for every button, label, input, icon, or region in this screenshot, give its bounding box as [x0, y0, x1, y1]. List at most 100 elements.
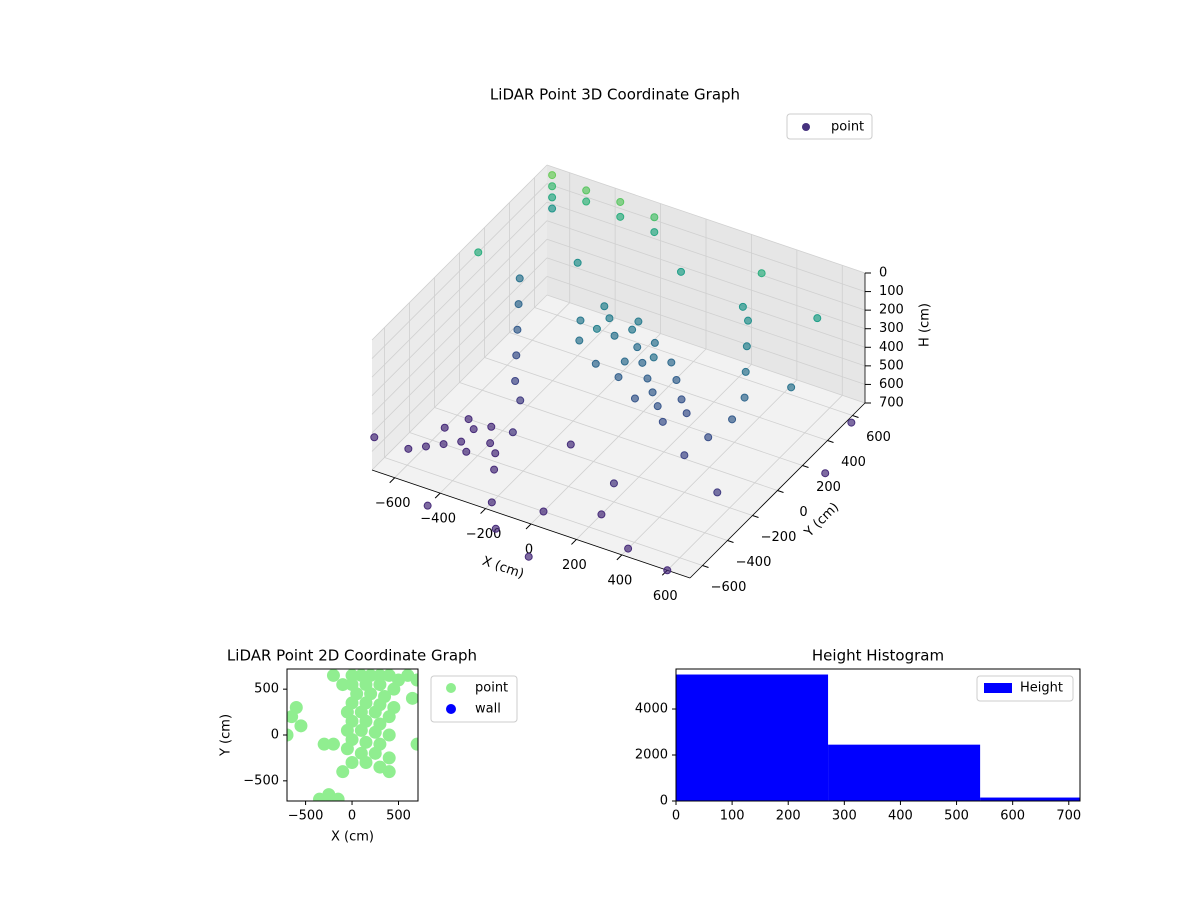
- point: [740, 393, 749, 402]
- point: [620, 357, 629, 366]
- grid-line: [534, 307, 853, 416]
- point: [741, 367, 750, 376]
- point: [638, 358, 647, 367]
- point: [677, 395, 686, 404]
- point: [508, 428, 517, 437]
- legend-patch: [984, 683, 1012, 693]
- axis-line: [371, 469, 691, 579]
- point: [653, 402, 662, 411]
- point: [713, 488, 722, 497]
- point: [373, 669, 387, 682]
- y-tick: [727, 540, 734, 543]
- point: [600, 302, 609, 311]
- point: [382, 710, 396, 724]
- legend-marker: [446, 704, 456, 714]
- z-axis-label: H (cm): [918, 303, 933, 347]
- x-tick: [389, 477, 396, 484]
- x-tick-label: 500: [944, 809, 969, 824]
- point: [370, 433, 379, 442]
- x-tick-label: 0: [525, 543, 533, 558]
- bar: [980, 797, 1080, 801]
- point: [672, 376, 681, 384]
- x-tick-label: 400: [888, 809, 913, 824]
- point: [658, 417, 667, 426]
- point: [548, 182, 557, 191]
- z-tick-label: 200: [879, 303, 904, 318]
- z-tick-label: 700: [879, 396, 904, 411]
- point: [624, 544, 633, 553]
- point: [359, 756, 373, 769]
- point: [566, 440, 575, 449]
- legend-label: point: [831, 120, 864, 135]
- point: [515, 274, 524, 283]
- legend-box: [430, 675, 518, 723]
- point: [491, 449, 500, 458]
- point: [630, 394, 639, 403]
- grid-line: [546, 183, 866, 292]
- point: [524, 552, 533, 561]
- point: [287, 710, 299, 724]
- point: [326, 669, 340, 682]
- point: [847, 418, 856, 427]
- bar: [676, 674, 829, 801]
- point: [609, 479, 618, 488]
- point: [345, 756, 359, 769]
- point: [616, 197, 625, 206]
- grid-line: [546, 201, 866, 311]
- grid-line: [546, 294, 866, 404]
- y-tick-label: −400: [736, 555, 772, 570]
- bar: [828, 744, 981, 801]
- y-tick-label: 500: [254, 682, 279, 697]
- point: [614, 373, 623, 382]
- z-tick-label: 0: [879, 266, 887, 281]
- y-tick-label: 600: [866, 430, 891, 445]
- point: [457, 437, 466, 446]
- point: [728, 415, 737, 424]
- x-tick-label: −500: [288, 809, 324, 824]
- x-tick-label: 200: [562, 558, 587, 573]
- point: [591, 359, 600, 368]
- point: [368, 705, 382, 719]
- point: [634, 317, 643, 326]
- point: [539, 507, 548, 516]
- point: [787, 383, 796, 392]
- y-tick: [777, 490, 784, 493]
- y-tick-label: 400: [841, 455, 866, 470]
- plot-area: [287, 669, 418, 801]
- y-tick-label: 4000: [635, 702, 668, 717]
- y-tick: [852, 415, 859, 418]
- grid-line: [371, 239, 548, 415]
- y-tick: [827, 440, 834, 443]
- x-tick-label: 100: [720, 809, 745, 824]
- x-tick-label: 500: [386, 809, 411, 824]
- grid-line: [371, 220, 548, 396]
- grid-line: [546, 238, 866, 348]
- point: [573, 258, 582, 267]
- grid-line: [484, 357, 803, 466]
- z-tick-label: 600: [879, 377, 904, 392]
- y-tick-label: 2000: [635, 748, 668, 763]
- point: [597, 510, 606, 519]
- y-tick-label: 0: [799, 505, 807, 520]
- point: [511, 377, 520, 385]
- chart-title: Height Histogram: [812, 647, 944, 665]
- point: [405, 691, 418, 705]
- point: [423, 501, 432, 510]
- y-tick: [802, 465, 809, 468]
- point: [605, 314, 614, 323]
- point: [582, 197, 591, 206]
- point: [368, 725, 382, 739]
- grid-line: [546, 164, 866, 274]
- y-tick-label: −600: [711, 580, 747, 595]
- point: [382, 751, 396, 765]
- grid-line: [371, 257, 548, 434]
- point: [373, 678, 387, 692]
- grid-line: [459, 382, 778, 491]
- plot-area: [676, 674, 1080, 801]
- legend-label: point: [475, 681, 508, 696]
- x-axis-label: X (cm): [480, 554, 526, 582]
- x-tick-label: 0: [672, 809, 680, 824]
- point: [548, 171, 557, 180]
